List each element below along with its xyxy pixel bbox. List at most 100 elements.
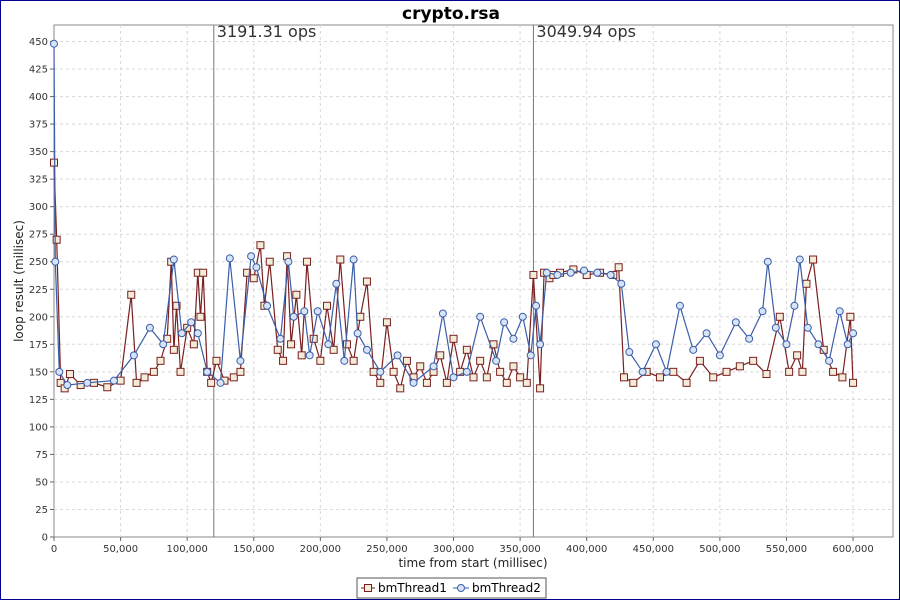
y-axis-label: loop result (millisec) (12, 220, 26, 342)
data-point-bmthread1 (402, 356, 411, 365)
data-point-bmthread2 (83, 378, 92, 387)
data-point-bmthread2 (532, 301, 541, 310)
data-point-bmthread1 (655, 373, 664, 382)
data-point-bmthread1 (316, 356, 325, 365)
data-point-bmthread2 (362, 345, 371, 354)
data-point-bmthread1 (619, 373, 628, 382)
data-point-bmthread2 (542, 268, 551, 277)
legend-box (356, 577, 547, 599)
data-point-bmthread1 (496, 367, 505, 376)
data-point-bmthread2 (566, 268, 575, 277)
data-point-bmthread1 (422, 378, 431, 387)
data-point-bmthread1 (536, 384, 545, 393)
data-point-bmthread2 (305, 351, 314, 360)
data-point-bmthread1 (243, 268, 252, 277)
data-point-bmthread2 (353, 329, 362, 338)
data-point-bmthread1 (469, 373, 478, 382)
data-point-bmthread1 (323, 301, 332, 310)
data-point-bmthread2 (51, 257, 60, 266)
data-point-bmthread2 (651, 340, 660, 349)
data-point-bmthread1 (229, 373, 238, 382)
data-point-bmthread2 (429, 362, 438, 371)
data-point-bmthread1 (249, 274, 258, 283)
data-point-bmthread2 (492, 356, 501, 365)
data-point-bmthread1 (482, 373, 491, 382)
data-point-bmthread2 (332, 279, 341, 288)
data-point-bmthread2 (843, 340, 852, 349)
data-point-bmthread2 (236, 356, 245, 365)
data-point-bmthread1 (196, 312, 205, 321)
data-point-bmthread1 (189, 340, 198, 349)
data-point-bmthread1 (502, 378, 511, 387)
data-point-bmthread2 (109, 376, 118, 385)
data-point-bmthread1 (436, 351, 445, 360)
y-tick-label: 300 (29, 202, 48, 213)
data-point-bmthread2 (638, 367, 647, 376)
y-tick-label: 175 (29, 340, 48, 351)
data-point-bmthread1 (303, 257, 312, 266)
y-tick-label: 250 (29, 257, 48, 268)
data-point-bmthread2 (409, 378, 418, 387)
data-point-bmthread1 (265, 257, 274, 266)
data-point-bmthread2 (252, 263, 261, 272)
data-point-bmthread2 (795, 255, 804, 264)
data-point-bmthread2 (203, 367, 212, 376)
data-point-bmthread1 (442, 378, 451, 387)
data-point-bmthread2 (129, 351, 138, 360)
data-point-bmthread1 (376, 378, 385, 387)
data-point-bmthread2 (814, 340, 823, 349)
data-point-bmthread2 (825, 356, 834, 365)
data-point-bmthread1 (396, 384, 405, 393)
data-point-bmthread1 (50, 158, 58, 167)
data-point-bmthread2 (193, 329, 202, 338)
data-point-bmthread1 (52, 235, 61, 244)
data-point-bmthread2 (758, 307, 767, 316)
x-axis-label: time from start (millisec) (398, 556, 547, 570)
data-point-bmthread1 (362, 277, 371, 286)
y-tick-label: 225 (29, 285, 48, 296)
series-layer (50, 39, 858, 393)
data-point-bmthread1 (775, 312, 784, 321)
data-point-bmthread1 (529, 270, 538, 279)
ops-marker-label: 3049.94 ops (536, 22, 636, 41)
data-point-bmthread1 (838, 373, 847, 382)
data-point-bmthread1 (207, 378, 216, 387)
x-tick-label: 550,000 (766, 544, 807, 555)
data-point-bmthread1 (287, 340, 296, 349)
x-tick-label: 400,000 (566, 544, 607, 555)
data-point-bmthread1 (462, 345, 471, 354)
y-tick-label: 25 (35, 505, 48, 516)
data-point-bmthread1 (176, 367, 185, 376)
data-point-bmthread2 (771, 323, 780, 332)
data-point-bmthread2 (553, 270, 562, 279)
data-point-bmthread2 (276, 334, 285, 343)
data-point-bmthread1 (273, 345, 282, 354)
data-point-bmthread2 (159, 340, 168, 349)
y-tick-label: 125 (29, 395, 48, 406)
data-point-bmthread2 (376, 367, 385, 376)
data-point-bmthread1 (369, 367, 378, 376)
data-point-bmthread1 (140, 373, 149, 382)
data-point-bmthread1 (127, 290, 136, 299)
data-point-bmthread1 (76, 381, 85, 390)
data-point-bmthread2 (263, 301, 272, 310)
data-point-bmthread1 (449, 334, 458, 343)
data-point-bmthread1 (722, 367, 731, 376)
data-point-bmthread2 (625, 348, 634, 357)
data-point-bmthread2 (782, 340, 791, 349)
data-point-bmthread2 (476, 312, 485, 321)
x-tick-label: 150,000 (233, 544, 274, 555)
data-point-bmthread2 (393, 351, 402, 360)
data-point-bmthread1 (682, 378, 691, 387)
data-point-bmthread1 (669, 367, 678, 376)
x-tick-label: 350,000 (499, 544, 540, 555)
data-point-bmthread1 (516, 373, 525, 382)
data-point-bmthread2 (509, 334, 518, 343)
data-point-bmthread1 (416, 362, 425, 371)
data-point-bmthread2 (675, 301, 684, 310)
data-point-bmthread1 (509, 362, 518, 371)
chart-title: crypto.rsa (402, 4, 500, 24)
data-point-bmthread2 (50, 39, 58, 48)
y-tick-label: 375 (29, 120, 48, 131)
